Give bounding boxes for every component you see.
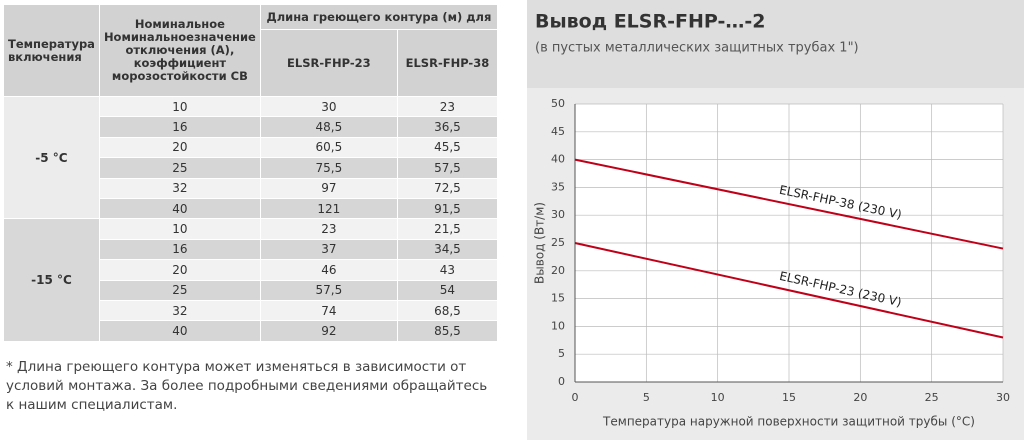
table-row: 40 92 85,5 [4, 320, 499, 342]
table-cell: 16 [99, 116, 261, 138]
table-cell: 43 [397, 259, 499, 281]
chart-subtitle: (в пустых металлических защитных трубах … [535, 41, 859, 56]
table-cell: 34,5 [397, 239, 499, 261]
table-cell: 23 [397, 96, 499, 118]
chart: Вывод ELSR-FHP-…-2 (в пустых металлическ… [527, 0, 1024, 440]
chart-title: Вывод ELSR-FHP-…-2 [535, 11, 765, 33]
table-row: -15 °C 10 23 21,5 [4, 218, 499, 342]
table-cell: 48,5 [260, 116, 398, 138]
table-cell: 20 [99, 259, 261, 281]
x-tick-label: 5 [643, 391, 650, 404]
y-tick-label: 25 [551, 236, 565, 249]
x-tick-label: 20 [853, 391, 867, 404]
series-line [574, 242, 1004, 339]
table-cell: 30 [260, 96, 398, 118]
table-cell: 21,5 [397, 218, 499, 240]
table-row: 20 46 43 [4, 259, 499, 281]
y-tick-label: 10 [551, 319, 565, 332]
y-tick-label: 20 [551, 264, 565, 277]
table-cell: 40 [99, 198, 261, 220]
group-label: -15 °C [4, 218, 100, 342]
table-cell: 57,5 [260, 280, 398, 301]
table-cell: 74 [260, 300, 398, 322]
table-row: 40 121 91,5 [4, 198, 499, 220]
y-tick-label: 5 [558, 347, 565, 360]
y-axis-label: Вывод (Вт/м) [533, 202, 547, 284]
table-cell: 57,5 [397, 157, 499, 179]
x-tick-label: 15 [782, 391, 796, 404]
table-cell: 40 [99, 320, 261, 342]
y-tick-label: 0 [558, 375, 565, 388]
table-cell: 36,5 [397, 116, 499, 138]
header-cell: Номинальное Номинальноезначение отключен… [99, 5, 261, 97]
table-cell: 97 [260, 178, 398, 199]
table-row: Температура включения Номинальное Номинал… [4, 5, 499, 97]
y-tick-label: 50 [551, 97, 565, 110]
table-cell: 46 [260, 259, 398, 281]
table-row: -5 °C 10 30 23 [4, 96, 499, 220]
footnote: * Длина греющего контура может изменятьс… [6, 359, 488, 413]
table-cell: 54 [397, 280, 499, 301]
table-row: ELSR-FHP-23 ELSR-FHP-38 [4, 29, 499, 97]
table-cell: 16 [99, 239, 261, 261]
table-cell: 75,5 [260, 157, 398, 179]
y-tick-label: 45 [551, 125, 565, 138]
header-cell: ELSR-FHP-38 [397, 29, 499, 97]
header-cell: ELSR-FHP-23 [260, 29, 398, 97]
x-axis-label: Температура наружной поверхности защитно… [602, 415, 975, 429]
length-table: Температура включения Номинальное Номинал… [4, 5, 499, 342]
table-cell: 23 [260, 218, 398, 240]
table-cell: 25 [99, 157, 261, 179]
table-cell: 60,5 [260, 137, 398, 159]
table-cell: 32 [99, 178, 261, 199]
table-cell: 45,5 [397, 137, 499, 159]
table-cell: 20 [99, 137, 261, 159]
table-cell: 85,5 [397, 320, 499, 342]
group-label: -5 °C [4, 96, 100, 220]
table-row: 32 74 68,5 [4, 300, 499, 322]
table-cell: 72,5 [397, 178, 499, 199]
table-cell: 37 [260, 239, 398, 261]
table-row: 20 60,5 45,5 [4, 137, 499, 159]
table-row: 16 48,5 36,5 [4, 116, 499, 138]
x-tick-label: 30 [996, 391, 1010, 404]
x-tick-label: 25 [925, 391, 939, 404]
table-cell: 68,5 [397, 300, 499, 322]
table-row: 25 57,5 54 [4, 280, 499, 301]
table-cell: 92 [260, 320, 398, 342]
y-tick-label: 30 [551, 208, 565, 221]
y-tick-label: 35 [551, 180, 565, 193]
table-cell: 10 [99, 96, 261, 118]
table-cell: 25 [99, 280, 261, 301]
header-cell: Длина греющего контура (м) для [260, 5, 499, 30]
table-row: 25 75,5 57,5 [4, 157, 499, 179]
table-row: 16 37 34,5 [4, 239, 499, 261]
x-tick-label: 10 [711, 391, 725, 404]
table-cell: 121 [260, 198, 398, 220]
table-cell: 10 [99, 218, 261, 240]
x-tick-label: 0 [572, 391, 579, 404]
y-tick-label: 40 [551, 153, 565, 166]
header-cell: Температура включения [4, 5, 100, 97]
chart-header [527, 0, 1024, 88]
y-tick-label: 15 [551, 292, 565, 305]
table-row: 32 97 72,5 [4, 178, 499, 199]
series-line [574, 158, 1004, 250]
table-cell: 32 [99, 300, 261, 322]
table-cell: 91,5 [397, 198, 499, 220]
